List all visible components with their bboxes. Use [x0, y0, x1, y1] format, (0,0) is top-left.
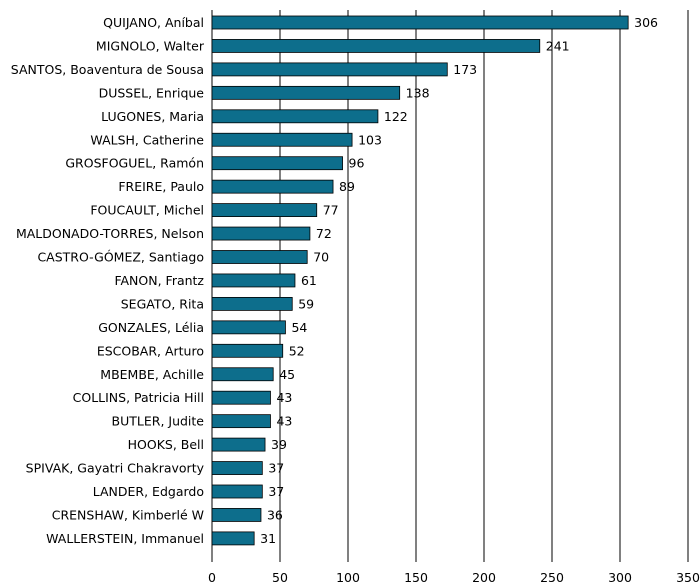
category-labels: QUIJANO, Aníbal MIGNOLO, Walter SANTOS, Bo… [11, 15, 205, 546]
bar [211, 273, 296, 288]
bar [211, 437, 266, 452]
value-label: 45 [279, 367, 295, 382]
bar [211, 367, 274, 382]
value-label: 36 [267, 507, 283, 522]
value-label: 70 [313, 250, 329, 265]
value-label: 138 [406, 85, 430, 100]
category-label: MALDONADO-TORRES, Nelson [16, 226, 204, 241]
value-label: 37 [268, 461, 284, 476]
value-label: 173 [453, 62, 477, 77]
value-label: 306 [634, 15, 658, 30]
value-label: 37 [268, 484, 284, 499]
value-label: 241 [546, 38, 570, 53]
bar [211, 343, 284, 358]
x-tick-label: 50 [272, 570, 288, 585]
bar [211, 390, 271, 405]
category-label: GONZALES, Lélia [98, 320, 204, 335]
bar [211, 484, 263, 499]
bar [211, 132, 353, 147]
value-label: 59 [298, 296, 314, 311]
x-tick-label: 0 [208, 570, 216, 585]
value-label: 54 [291, 320, 307, 335]
value-label: 77 [323, 203, 339, 218]
bar [211, 531, 255, 546]
bar [211, 85, 401, 100]
value-label: 122 [384, 109, 408, 124]
bar [211, 156, 343, 171]
bar [211, 414, 271, 429]
category-label: FOUCAULT, Michel [90, 203, 204, 218]
value-label: 43 [276, 390, 292, 405]
category-label: CRENSHAW, Kimberlé W [52, 507, 204, 522]
value-label: 61 [301, 273, 317, 288]
bar [211, 226, 311, 241]
bar [211, 62, 448, 77]
category-label: FANON, Frantz [114, 273, 204, 288]
bar [211, 508, 262, 522]
bar [211, 203, 318, 218]
category-label: HOOKS, Bell [128, 437, 204, 452]
bar [211, 109, 379, 124]
gridlines [211, 10, 689, 562]
value-label: 89 [339, 179, 355, 194]
category-label: DUSSEL, Enrique [99, 85, 205, 100]
x-tick-label: 350 [676, 570, 700, 585]
x-tick-label: 100 [336, 570, 360, 585]
category-label: BUTLER, Judite [112, 414, 205, 429]
bar [211, 461, 263, 475]
category-label: COLLINS, Patricia Hill [73, 390, 204, 405]
category-label: FREIRE, Paulo [118, 179, 204, 194]
x-tick-label: 200 [472, 570, 496, 585]
value-label: 31 [260, 531, 276, 546]
x-axis-tick-labels: 0 50 100 150 200 250 300 350 [208, 570, 700, 585]
value-label: 96 [349, 156, 365, 171]
category-label: WALSH, Catherine [90, 132, 204, 147]
category-label: CASTRO-GÓMEZ, Santiago [37, 250, 204, 265]
x-tick-label: 300 [608, 570, 632, 585]
bar [211, 179, 334, 194]
category-label: WALLERSTEIN, Immanuel [46, 531, 204, 546]
category-label: ESCOBAR, Arturo [97, 343, 204, 358]
category-label: GROSFOGUEL, Ramón [65, 156, 204, 171]
x-tick-label: 150 [404, 570, 428, 585]
bar [211, 250, 308, 264]
value-label: 43 [276, 414, 292, 429]
x-tick-label: 250 [540, 570, 564, 585]
category-label: SPIVAK, Gayatri Chakravorty [26, 461, 205, 476]
bar [211, 15, 629, 30]
bar [211, 320, 286, 335]
value-label: 72 [316, 226, 332, 241]
bars [211, 15, 629, 546]
category-label: QUIJANO, Aníbal [103, 15, 204, 30]
value-label: 39 [271, 437, 287, 452]
category-label: LANDER, Edgardo [93, 484, 204, 499]
bar [211, 296, 293, 311]
category-label: SEGATO, Rita [121, 296, 204, 311]
value-label: 52 [289, 343, 305, 358]
bar [211, 39, 541, 53]
category-label: LUGONES, Maria [101, 109, 204, 124]
category-label: SANTOS, Boaventura de Sousa [11, 62, 204, 77]
value-label: 103 [358, 132, 382, 147]
category-label: MIGNOLO, Walter [96, 38, 205, 53]
category-label: MBEMBE, Achille [100, 367, 204, 382]
